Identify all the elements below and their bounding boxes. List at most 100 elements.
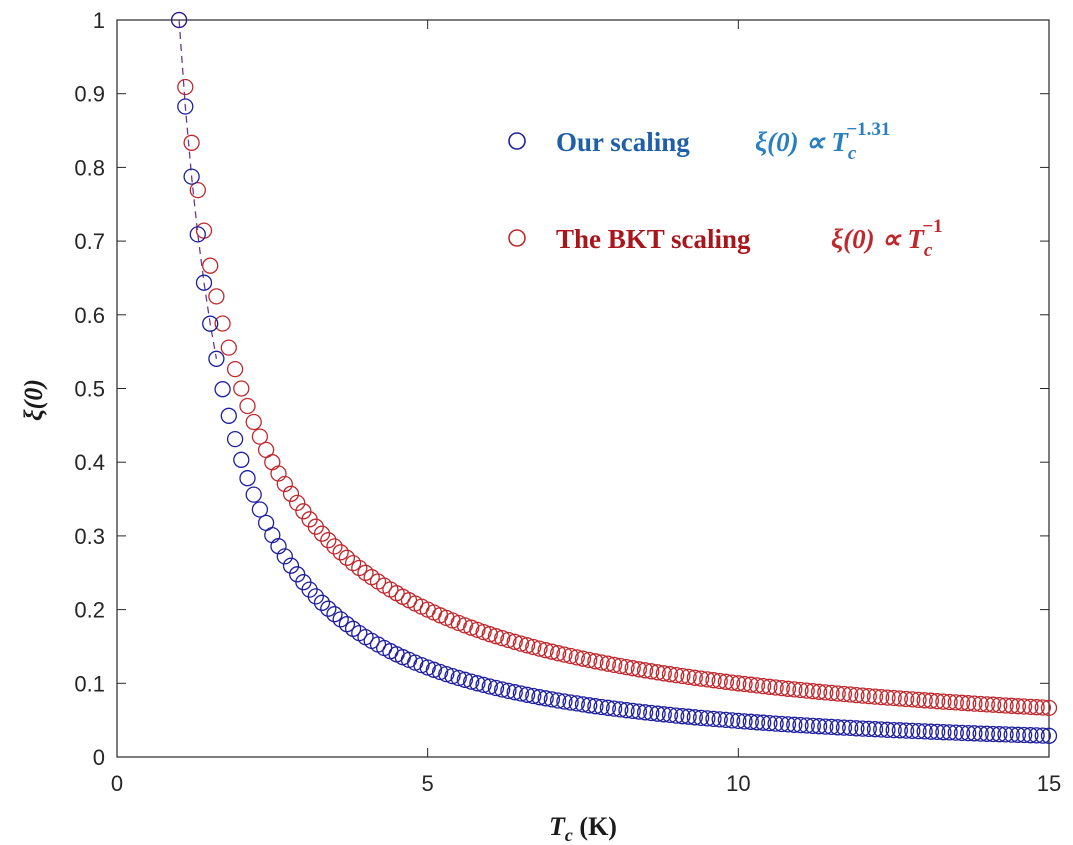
data-point: [1022, 698, 1039, 716]
data-point: [835, 685, 853, 703]
data-point: [668, 707, 685, 724]
data-point: [866, 721, 884, 738]
data-point: [183, 134, 200, 151]
data-point: [463, 673, 480, 690]
legend-formula-exponent: −1: [922, 216, 942, 237]
data-point: [543, 643, 561, 660]
data-point: [804, 717, 822, 735]
data-point: [773, 679, 790, 697]
data-point: [202, 257, 219, 274]
data-point: [202, 315, 219, 332]
data-point: [978, 725, 996, 742]
data-point: [276, 548, 293, 565]
data-point: [755, 677, 772, 695]
data-point: [630, 703, 648, 720]
data-point: [549, 645, 567, 662]
data-point: [910, 691, 927, 709]
data-point: [282, 557, 300, 574]
data-point: [904, 722, 921, 740]
legend-marker-bkt-scaling: [508, 229, 526, 247]
data-point: [730, 675, 747, 692]
x-axis-label-subscript: c: [565, 825, 573, 845]
data-point: [525, 687, 542, 705]
data-point: [612, 701, 629, 718]
data-point: [1034, 727, 1051, 744]
data-point: [431, 663, 449, 681]
legend-formula-bkt-scaling: ξ(0) ∝ Tc −1: [831, 216, 943, 261]
data-point: [518, 686, 536, 703]
data-point: [984, 725, 1002, 743]
data-point: [897, 722, 915, 739]
y-axis-ticks: 0 0.1 0.2 0.3 0.4 0.5 0.6 0.7 0.8 0.9 1: [74, 8, 1049, 770]
data-point: [891, 722, 909, 739]
data-point: [1034, 699, 1051, 716]
data-point: [891, 690, 909, 707]
data-point: [854, 687, 871, 704]
data-point: [525, 638, 542, 656]
data-point: [885, 721, 902, 739]
data-point: [326, 606, 343, 623]
data-point: [674, 708, 691, 725]
data-point: [481, 678, 498, 695]
data-point: [829, 685, 846, 702]
data-point: [320, 600, 337, 617]
data-point: [313, 525, 331, 542]
data-point: [953, 694, 971, 711]
data-point: [456, 617, 474, 634]
data-point: [742, 676, 759, 693]
data-point: [879, 689, 896, 706]
data-point: [338, 616, 356, 633]
data-point: [661, 706, 679, 724]
y-tick-label: 0.7: [74, 229, 105, 254]
data-point: [848, 720, 865, 737]
data-point: [245, 486, 262, 503]
data-point: [531, 689, 548, 706]
data-point: [1009, 698, 1027, 715]
series-layer: [170, 11, 1058, 744]
data-point: [1015, 698, 1033, 715]
data-point: [425, 661, 443, 678]
data-point: [332, 544, 349, 561]
data-point: [897, 690, 915, 708]
data-point: [873, 721, 890, 738]
data-point: [717, 673, 735, 690]
data-point: [220, 339, 237, 356]
data-point: [810, 683, 828, 700]
y-tick-label: 0.8: [74, 155, 105, 180]
data-point: [618, 658, 635, 676]
data-point: [189, 226, 206, 243]
legend-item-bkt-scaling: The BKT scaling ξ(0) ∝ Tc −1: [508, 216, 943, 261]
data-point: [984, 696, 1002, 713]
data-point: [692, 670, 710, 687]
data-point: [1028, 699, 1045, 716]
data-point: [320, 532, 337, 549]
data-point: [798, 682, 815, 699]
legend: Our scaling ξ(0) ∝ Tc −1.31 The BKT scali…: [508, 119, 943, 261]
data-point: [599, 699, 617, 716]
data-point: [842, 719, 859, 737]
data-point: [966, 725, 983, 742]
data-point: [1003, 697, 1020, 714]
data-point: [537, 642, 554, 659]
data-point: [879, 721, 896, 738]
data-point: [332, 611, 349, 628]
data-point: [941, 693, 958, 711]
data-point: [226, 430, 244, 448]
data-point: [438, 665, 455, 683]
data-point: [866, 688, 884, 705]
data-point: [817, 684, 834, 701]
data-point: [643, 663, 660, 680]
data-point: [208, 350, 225, 367]
x-tick-label: 15: [1037, 771, 1061, 796]
y-axis-label: ξ(0): [19, 379, 48, 421]
data-point: [562, 694, 579, 711]
data-point: [668, 666, 685, 684]
data-point: [289, 494, 306, 512]
data-point: [991, 696, 1008, 714]
data-point: [494, 681, 511, 698]
data-point: [686, 669, 703, 686]
data-point: [792, 681, 809, 699]
data-point: [214, 315, 231, 332]
data-point: [692, 709, 710, 727]
